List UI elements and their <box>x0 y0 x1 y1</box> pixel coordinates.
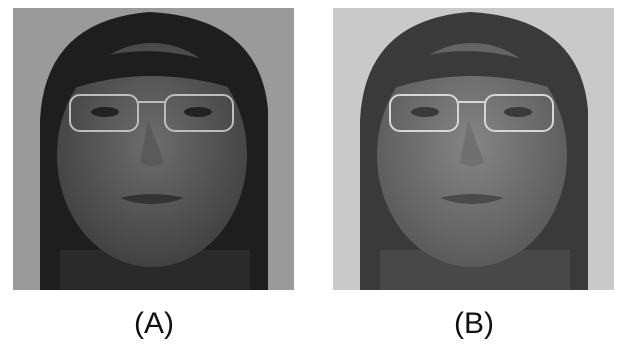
eye <box>91 107 119 117</box>
page: (A) (B) (() => { const data = JSON.parse… <box>0 0 617 345</box>
photo-a <box>13 8 294 290</box>
eye <box>411 107 439 117</box>
panel-label: (A) <box>134 307 174 340</box>
eye <box>504 107 532 117</box>
panel-label: (B) <box>454 307 494 340</box>
photo-b <box>333 8 614 290</box>
figure: (A) (B) <box>0 0 617 345</box>
eye <box>184 107 212 117</box>
